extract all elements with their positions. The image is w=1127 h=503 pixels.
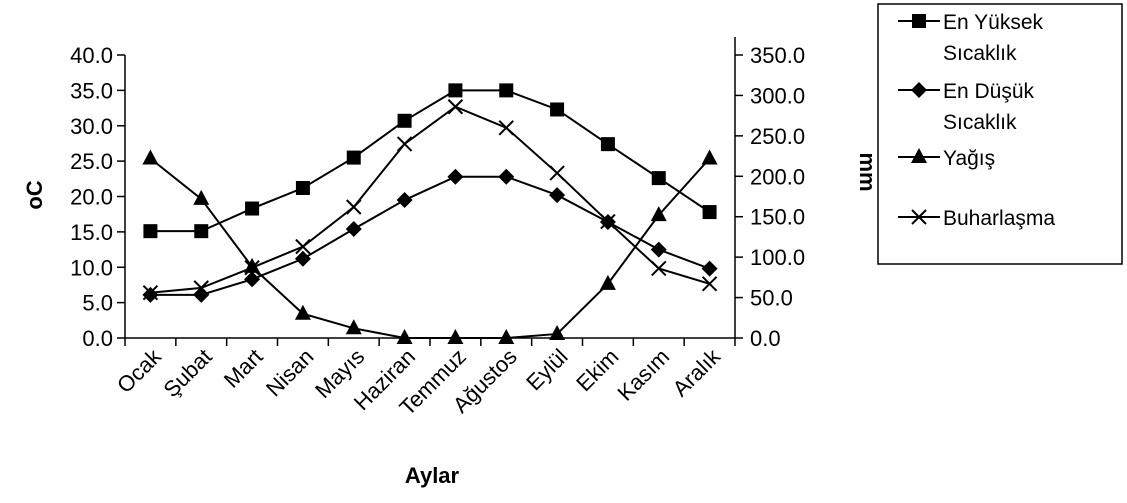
square-marker <box>651 171 666 186</box>
triangle-marker <box>345 319 362 335</box>
x-marker-stroke <box>295 238 311 255</box>
y2-tick-label: 0.0 <box>750 326 781 351</box>
diamond-marker <box>447 168 464 185</box>
legend-label: Yağış <box>943 147 995 170</box>
x-tick-label: Aralık <box>668 343 726 401</box>
x-tick-label: Kasım <box>613 344 675 406</box>
triangle-marker <box>396 329 413 344</box>
x-marker-stroke <box>600 213 616 230</box>
series-4 <box>142 99 718 301</box>
legend: En Yüksek Sıcaklık En Düşük Sıcaklık Yağış Bu… <box>877 3 1123 265</box>
diamond-marker <box>911 82 927 98</box>
triangle-marker <box>498 329 515 344</box>
legend-box <box>877 3 1123 265</box>
legend-label: Sıcaklık <box>943 42 1017 65</box>
y2-tick-label: 350.0 <box>750 43 805 68</box>
square-marker <box>346 150 361 165</box>
diamond-marker <box>345 221 362 238</box>
legend-entry-4: Buharlaşma <box>898 207 1055 230</box>
y-tick-label: 15.0 <box>70 220 113 245</box>
y2-tick-label: 150.0 <box>750 205 805 230</box>
x-marker-stroke <box>549 165 565 181</box>
legend-entry-1: En Yüksek Sıcaklık <box>898 11 1044 65</box>
square-marker <box>499 83 514 98</box>
square-marker <box>295 181 310 196</box>
diamond-marker <box>498 168 515 185</box>
y-tick-label: 30.0 <box>70 114 113 139</box>
x-marker-stroke <box>701 276 718 292</box>
square-marker <box>702 205 717 220</box>
series-line <box>150 89 711 233</box>
legend-label: Sıcaklık <box>943 111 1017 134</box>
diamond-marker <box>294 250 311 267</box>
x-marker-stroke <box>651 260 667 277</box>
axes: 0.0 5.0 10.0 15.0 20.0 25.0 30.0 35.0 40.0 0.0 50.… <box>70 37 805 420</box>
square-marker <box>912 14 926 28</box>
triangle-marker <box>549 324 566 340</box>
diamond-marker <box>650 241 667 258</box>
series-line <box>149 157 711 339</box>
x-marker-stroke <box>142 285 159 301</box>
y-tick-label: 40.0 <box>70 43 113 68</box>
triangle-marker <box>650 206 667 222</box>
y-tick-label: 35.0 <box>70 78 113 103</box>
square-marker <box>245 201 260 216</box>
series-line <box>150 175 710 296</box>
x-axis-title: Aylar <box>405 463 460 488</box>
x-marker-stroke <box>244 259 260 276</box>
legend-entry-3: Yağış <box>898 147 995 170</box>
x-marker-stroke <box>447 99 464 115</box>
triangle-marker <box>701 149 718 165</box>
y-tick-label: 25.0 <box>70 149 113 174</box>
square-marker <box>448 83 463 98</box>
y-tick-label: 10.0 <box>70 255 113 280</box>
diamond-marker <box>244 271 261 288</box>
y2-tick-label: 250.0 <box>750 124 805 149</box>
y2-tick-label: 50.0 <box>750 286 793 311</box>
diamond-marker <box>142 286 159 303</box>
y2-tick-label: 100.0 <box>750 245 805 270</box>
legend-label: En Düşük <box>943 80 1035 103</box>
y-axis-title: oC <box>22 180 47 209</box>
x-marker-stroke <box>396 136 413 152</box>
triangle-marker <box>599 274 616 290</box>
legend-entry-2: En Düşük Sıcaklık <box>898 80 1035 134</box>
x-tick-label: Mart <box>219 344 268 393</box>
square-marker <box>550 102 565 117</box>
diamond-marker <box>396 192 413 209</box>
y-tick-label: 0.0 <box>82 326 113 351</box>
y2-axis-title: mm <box>855 152 880 191</box>
diamond-marker <box>701 260 718 277</box>
legend-label: En Yüksek <box>943 11 1044 34</box>
series-layer <box>142 83 718 344</box>
triangle-marker <box>193 189 210 205</box>
triangle-marker <box>142 149 159 165</box>
triangle-marker <box>294 304 311 320</box>
series-1 <box>143 83 717 239</box>
y-tick-label: 20.0 <box>70 185 113 210</box>
x-marker-stroke <box>911 209 927 225</box>
x-tick-label: Eylül <box>521 344 572 395</box>
triangle-marker <box>447 329 464 344</box>
square-marker <box>600 137 615 152</box>
square-marker <box>397 113 412 128</box>
series-line <box>150 105 710 294</box>
triangle-marker <box>911 148 927 163</box>
x-marker-stroke <box>193 280 209 296</box>
square-marker <box>194 224 209 239</box>
x-tick-label: Ocak <box>112 343 167 398</box>
x-marker-stroke <box>498 120 514 136</box>
legend-label: Buharlaşma <box>943 207 1055 230</box>
square-marker <box>143 224 158 239</box>
y2-tick-label: 200.0 <box>750 164 805 189</box>
x-marker-stroke <box>346 199 362 215</box>
x-tick-label: Şubat <box>158 344 216 402</box>
y2-tick-label: 300.0 <box>750 83 805 108</box>
y-tick-label: 5.0 <box>82 291 113 316</box>
x-tick-label: Nisan <box>261 344 318 401</box>
series-3 <box>142 149 718 344</box>
diamond-marker <box>549 187 566 204</box>
